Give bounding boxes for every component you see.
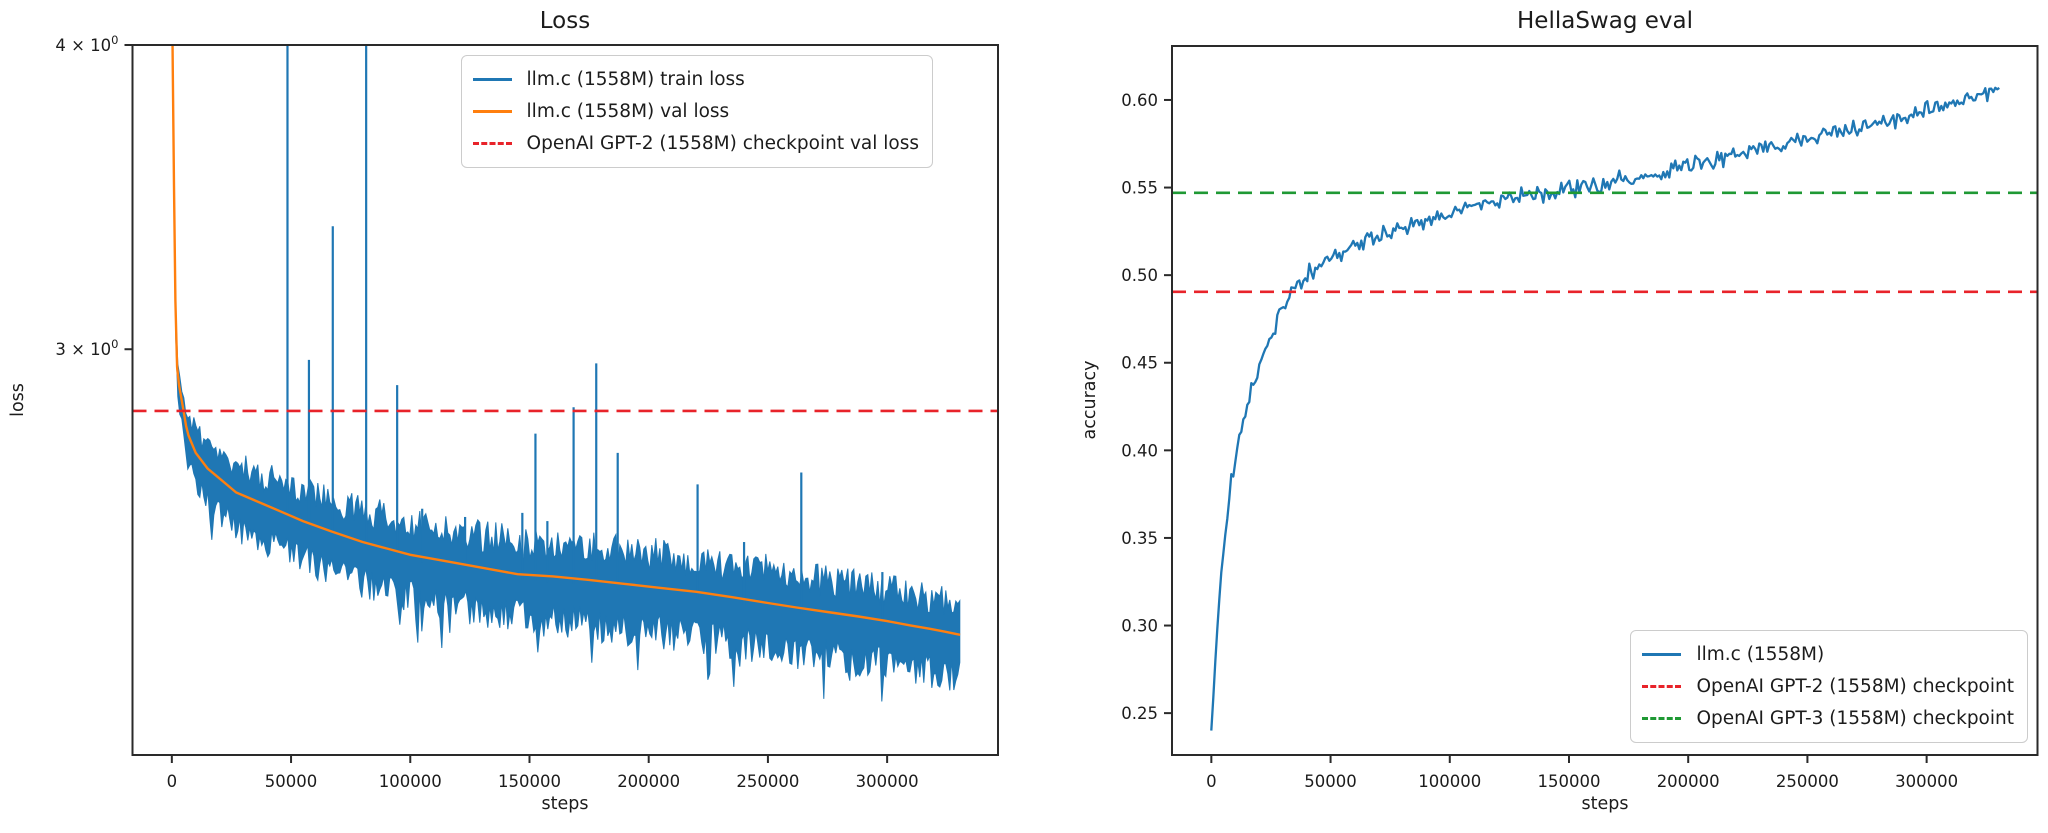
y-tick-label: 0.25 <box>1121 704 1158 723</box>
loss-x-axis-label: steps <box>541 794 589 814</box>
x-tick-label: 250000 <box>736 772 799 791</box>
gpt2-checkpoint-line-sample <box>472 142 512 145</box>
legend-row-llmc: llm.c (1558M) <box>1642 640 2014 669</box>
x-tick-label: 250000 <box>1776 772 1839 791</box>
series-layer <box>171 45 961 702</box>
y-tick-label: 0.30 <box>1121 617 1158 636</box>
legend-row-gpt2-val-loss: OpenAI GPT-2 (1558M) checkpoint val loss <box>472 129 919 158</box>
loss-chart: 0 50000 100000 150000 200000 250000 300000 4 × … <box>8 8 999 814</box>
hellaswag-legend: llm.c (1558M) OpenAI GPT-2 (1558M) check… <box>1630 630 2028 743</box>
series-layer <box>1210 86 2000 731</box>
loss-plot-canvas: 0 50000 100000 150000 200000 250000 300000 4 × … <box>55 33 999 791</box>
loss-y-axis-label: loss <box>8 383 28 417</box>
legend-row-train-loss: llm.c (1558M) train loss <box>472 65 919 94</box>
legend-row-gpt3-checkpoint: OpenAI GPT-3 (1558M) checkpoint <box>1642 704 2014 733</box>
x-tick-label: 100000 <box>1418 772 1481 791</box>
val-loss-line <box>171 45 961 636</box>
x-tick-label: 0 <box>1206 772 1217 791</box>
gpt2-accuracy-line-sample <box>1642 685 1682 688</box>
x-tick-label: 150000 <box>1537 772 1600 791</box>
y-tick-label: 0.35 <box>1121 529 1158 548</box>
axes-spines <box>131 44 999 756</box>
gpt3-accuracy-line-sample <box>1642 717 1682 720</box>
train-loss-legend-label: llm.c (1558M) train loss <box>526 69 745 90</box>
x-tick-label: 200000 <box>1657 772 1720 791</box>
hellaswag-y-axis-label: accuracy <box>1080 360 1100 440</box>
y-tick-label: 0.60 <box>1121 91 1158 110</box>
llmc-accuracy-legend-label: llm.c (1558M) <box>1696 644 1825 665</box>
train-loss-band <box>171 45 961 702</box>
x-tick-label: 150000 <box>498 772 561 791</box>
y-tick-label: 0.50 <box>1121 266 1158 285</box>
x-tick-label: 300000 <box>856 772 919 791</box>
hellaswag-plot-canvas: 0 50000 100000 150000 200000 250000 300000 0.25… <box>1121 45 2039 791</box>
x-tick-label: 100000 <box>379 772 442 791</box>
x-tick-label: 50000 <box>265 772 318 791</box>
y-tick-label: 4 × 100 <box>55 33 118 55</box>
axes-spines <box>1171 45 2039 756</box>
x-tick-label: 200000 <box>617 772 680 791</box>
axis-ticks: 0 50000 100000 150000 200000 250000 300000 0.25… <box>1121 91 1958 791</box>
loss-legend: llm.c (1558M) train loss llm.c (1558M) v… <box>460 55 933 168</box>
accuracy-line <box>1210 86 2000 731</box>
x-tick-label: 300000 <box>1895 772 1958 791</box>
y-tick-label: 0.45 <box>1121 354 1158 373</box>
train-loss-line-sample <box>472 78 512 81</box>
legend-row-gpt2-checkpoint: OpenAI GPT-2 (1558M) checkpoint <box>1642 672 2014 701</box>
llmc-accuracy-line-sample <box>1642 653 1682 656</box>
hellaswag-chart-title: HellaSwag eval <box>1517 8 1693 34</box>
hellaswag-x-axis-label: steps <box>1581 794 1629 814</box>
x-tick-label: 50000 <box>1304 772 1357 791</box>
val-loss-line-sample <box>472 110 512 113</box>
y-tick-label: 0.55 <box>1121 179 1158 198</box>
legend-row-val-loss: llm.c (1558M) val loss <box>472 97 919 126</box>
val-loss-legend-label: llm.c (1558M) val loss <box>526 101 730 122</box>
y-tick-label: 3 × 100 <box>55 337 118 359</box>
axis-ticks: 0 50000 100000 150000 200000 250000 300000 4 × … <box>55 33 918 791</box>
y-tick-label: 0.40 <box>1121 441 1158 460</box>
loss-chart-title: Loss <box>539 8 591 34</box>
gpt2-checkpoint-legend-label: OpenAI GPT-2 (1558M) checkpoint val loss <box>526 133 919 154</box>
gpt2-accuracy-legend-label: OpenAI GPT-2 (1558M) checkpoint <box>1696 676 2014 697</box>
hellaswag-chart: 0 50000 100000 150000 200000 250000 300000 0.25… <box>1024 0 2048 833</box>
gpt3-accuracy-legend-label: OpenAI GPT-3 (1558M) checkpoint <box>1696 708 2014 729</box>
x-tick-label: 0 <box>167 772 178 791</box>
